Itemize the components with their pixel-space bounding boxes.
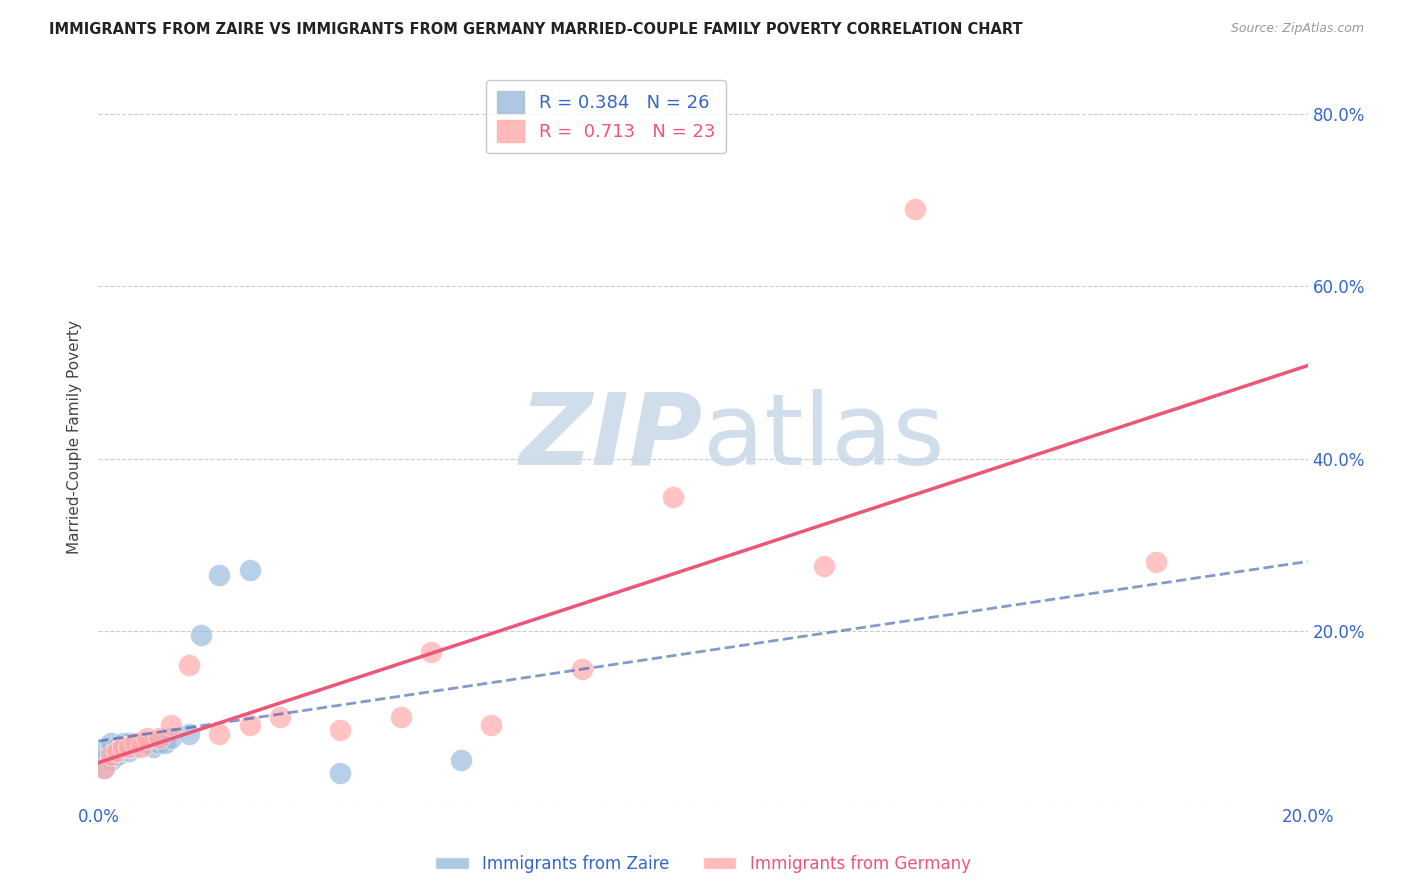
Point bbox=[420, 645, 443, 659]
Point bbox=[93, 761, 115, 775]
Point bbox=[148, 731, 170, 746]
Point bbox=[661, 491, 683, 505]
Point bbox=[208, 567, 231, 582]
Point bbox=[179, 658, 201, 673]
Point bbox=[111, 739, 134, 754]
Point bbox=[129, 739, 152, 754]
Legend: Immigrants from Zaire, Immigrants from Germany: Immigrants from Zaire, Immigrants from G… bbox=[429, 848, 977, 880]
Point bbox=[118, 735, 141, 749]
Point bbox=[813, 559, 835, 574]
Point bbox=[904, 202, 927, 216]
Point bbox=[329, 765, 352, 780]
Point bbox=[100, 735, 122, 749]
Point bbox=[111, 739, 134, 754]
Point bbox=[481, 718, 503, 732]
Point bbox=[105, 739, 128, 754]
Point bbox=[179, 727, 201, 741]
Point bbox=[269, 710, 291, 724]
Text: IMMIGRANTS FROM ZAIRE VS IMMIGRANTS FROM GERMANY MARRIED-COUPLE FAMILY POVERTY C: IMMIGRANTS FROM ZAIRE VS IMMIGRANTS FROM… bbox=[49, 22, 1022, 37]
Point bbox=[93, 744, 115, 758]
Point bbox=[111, 735, 134, 749]
Point bbox=[100, 744, 122, 758]
Point bbox=[135, 731, 157, 746]
Point bbox=[118, 739, 141, 754]
Point bbox=[100, 748, 122, 763]
Point bbox=[135, 735, 157, 749]
Point bbox=[208, 727, 231, 741]
Point bbox=[93, 761, 115, 775]
Y-axis label: Married-Couple Family Poverty: Married-Couple Family Poverty bbox=[67, 320, 83, 554]
Text: atlas: atlas bbox=[703, 389, 945, 485]
Point bbox=[124, 735, 146, 749]
Text: ZIP: ZIP bbox=[520, 389, 703, 485]
Text: Source: ZipAtlas.com: Source: ZipAtlas.com bbox=[1230, 22, 1364, 36]
Point bbox=[190, 628, 212, 642]
Point bbox=[142, 739, 165, 754]
Point bbox=[571, 662, 593, 676]
Point bbox=[129, 735, 152, 749]
Point bbox=[160, 731, 183, 746]
Point bbox=[329, 723, 352, 737]
Point bbox=[148, 735, 170, 749]
Point bbox=[105, 744, 128, 758]
Point bbox=[153, 735, 176, 749]
Point bbox=[1144, 555, 1167, 569]
Point bbox=[160, 718, 183, 732]
Point bbox=[450, 753, 472, 767]
Point bbox=[124, 739, 146, 754]
Legend: R = 0.384   N = 26, R =  0.713   N = 23: R = 0.384 N = 26, R = 0.713 N = 23 bbox=[486, 80, 725, 153]
Point bbox=[100, 753, 122, 767]
Point bbox=[105, 744, 128, 758]
Point bbox=[93, 753, 115, 767]
Point bbox=[389, 710, 412, 724]
Point bbox=[239, 564, 262, 578]
Point bbox=[118, 744, 141, 758]
Point bbox=[239, 718, 262, 732]
Point bbox=[105, 748, 128, 763]
